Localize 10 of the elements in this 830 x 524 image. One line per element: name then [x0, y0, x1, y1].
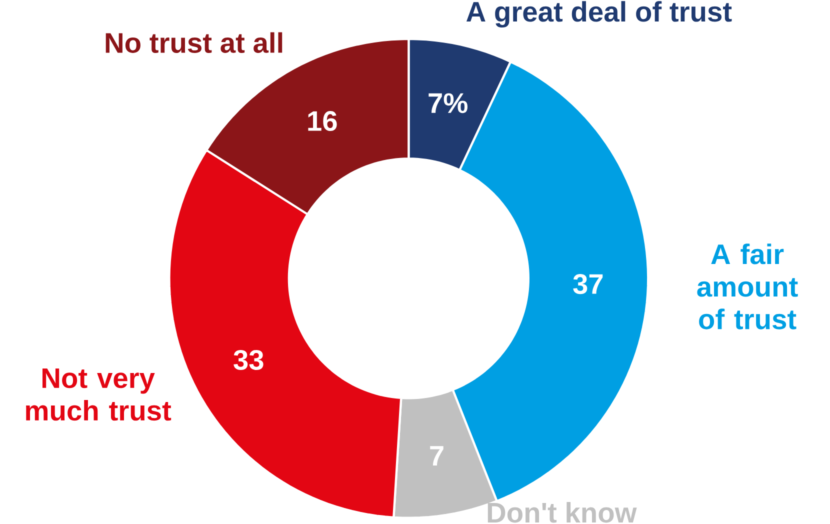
slice-label: A fair amount of trust	[697, 244, 798, 330]
data-label: 33	[234, 350, 264, 370]
slice-label: Not very much trust	[26, 368, 172, 421]
slice-label: A great deal of trust	[466, 1, 732, 28]
data-label: 37	[573, 274, 603, 294]
data-label: 7%	[428, 93, 468, 114]
data-label: 7	[430, 446, 444, 466]
data-label: 16	[308, 111, 337, 132]
slice-label: No trust at all	[106, 32, 282, 54]
slice-label: Don't know	[488, 502, 637, 523]
